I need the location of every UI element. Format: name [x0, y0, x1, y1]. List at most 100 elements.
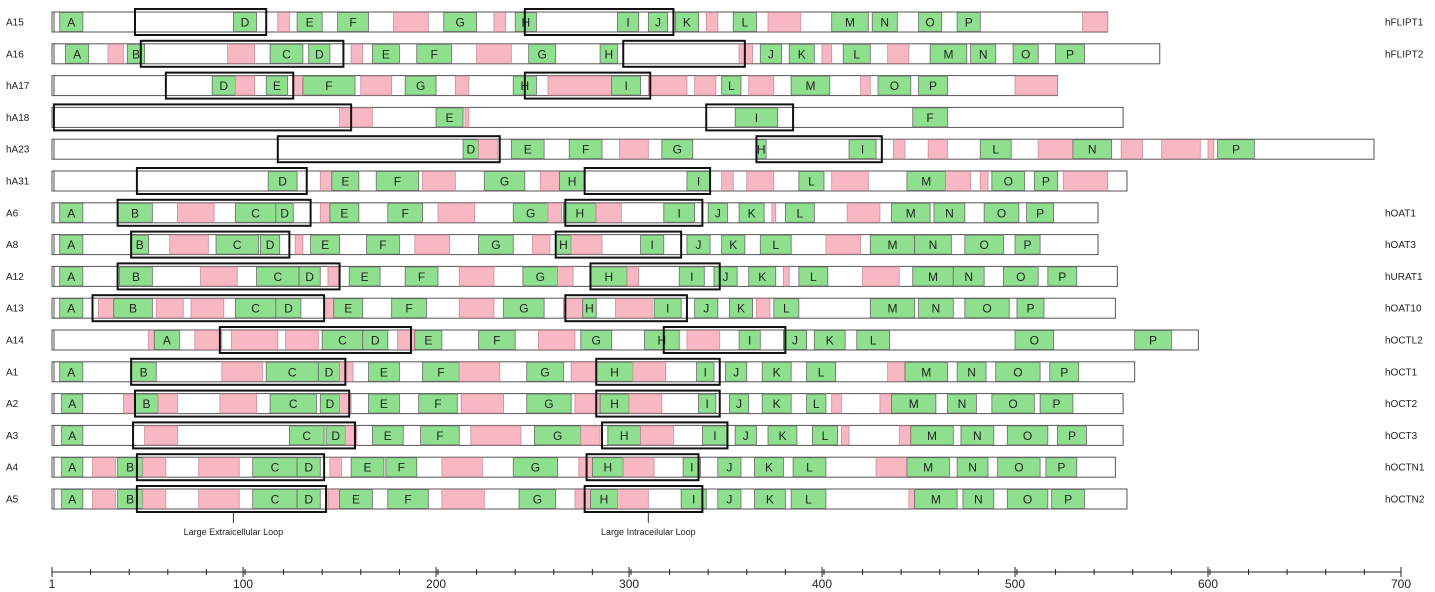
segment-label: G — [531, 461, 540, 475]
row-name: hFLIPT2 — [1385, 49, 1424, 60]
pink-region — [595, 202, 622, 223]
pink-region — [831, 171, 869, 191]
transmembrane-segment — [582, 298, 597, 319]
row-name: hOCT2 — [1385, 399, 1418, 410]
transmembrane-segment — [59, 234, 84, 255]
segment-label: B — [129, 302, 137, 316]
pink-region — [580, 425, 601, 446]
segment-label: P — [1042, 175, 1050, 189]
transmembrane-segment — [265, 75, 288, 96]
axis-tick-label: 300 — [619, 577, 639, 591]
transmembrane-segment — [991, 393, 1035, 414]
segment-label: I — [692, 493, 695, 507]
pink-region — [339, 107, 373, 128]
segment-label: I — [713, 429, 716, 443]
segment-label: P — [1058, 270, 1066, 284]
transmembrane-segment — [61, 425, 84, 446]
row-label: A3 — [6, 431, 19, 442]
pink-region — [277, 12, 290, 32]
transmembrane-segment — [964, 234, 1004, 255]
segment-label: C — [338, 334, 347, 348]
pink-region — [831, 393, 842, 414]
transmembrane-segment — [910, 425, 954, 446]
segment-label: P — [1149, 334, 1157, 348]
transmembrane-segment — [906, 457, 950, 478]
transmembrane-segment — [979, 139, 1012, 160]
segment-label: D — [325, 365, 334, 379]
transmembrane-segment — [674, 12, 699, 32]
transmembrane-segment — [871, 12, 898, 32]
sequence-bar — [51, 106, 1124, 128]
segment-label: K — [773, 397, 781, 411]
transmembrane-segment — [61, 457, 84, 478]
transmembrane-segment — [1051, 489, 1085, 509]
transmembrane-segment — [611, 75, 642, 96]
segment-label: C — [251, 206, 260, 220]
segment-label: A — [67, 206, 75, 220]
pink-region — [617, 489, 649, 509]
segment-label: L — [783, 302, 790, 316]
row-name: hOAT3 — [1385, 240, 1416, 251]
pink-region — [200, 266, 238, 287]
segment-label: P — [1060, 365, 1068, 379]
segment-label: M — [928, 270, 938, 284]
transmembrane-segment — [333, 298, 364, 319]
transmembrane-segment — [391, 298, 427, 319]
transmembrane-segment — [991, 171, 1026, 191]
segment-label: O — [982, 302, 991, 316]
pink-region — [628, 393, 663, 414]
segment-label: M — [887, 238, 897, 252]
row-label: A8 — [6, 240, 19, 251]
segment-label: D — [266, 238, 275, 252]
segment-label: D — [219, 79, 228, 93]
segment-label: E — [361, 270, 369, 284]
pink-region — [618, 139, 649, 160]
transmembrane-segment — [754, 489, 786, 509]
segment-label: I — [666, 302, 669, 316]
row-label: A16 — [6, 49, 24, 60]
transmembrane-segment — [773, 298, 800, 319]
pink-region — [219, 393, 257, 414]
pink-region — [570, 234, 603, 255]
segment-label: C — [288, 365, 297, 379]
transmembrane-segment — [682, 457, 701, 478]
transmembrane-segment — [404, 75, 437, 96]
transmembrane-segment — [1014, 234, 1041, 255]
pink-region — [767, 12, 802, 32]
segment-label: H — [585, 302, 594, 316]
segment-label: F — [418, 270, 425, 284]
transmembrane-segment — [1033, 171, 1058, 191]
transmembrane-segment — [707, 202, 728, 223]
pink-region — [231, 330, 279, 350]
transmembrane-segment — [933, 202, 966, 223]
segment-label: G — [519, 302, 528, 316]
annotation-label: Large Intraceilular Loop — [601, 527, 696, 537]
pink-region — [557, 266, 574, 287]
transmembrane-segment — [997, 457, 1041, 478]
segment-label: F — [436, 429, 443, 443]
axis-tick-label: 500 — [1005, 577, 1025, 591]
transmembrane-segment — [831, 12, 869, 32]
transmembrane-segment — [1045, 457, 1078, 478]
transmembrane-segment — [947, 393, 977, 414]
transmembrane-segment — [404, 266, 439, 287]
transmembrane-segment — [732, 12, 757, 32]
segment-label: I — [706, 397, 709, 411]
segment-label: K — [773, 365, 781, 379]
transmembrane-segment — [717, 489, 742, 509]
transmembrane-segment — [790, 489, 827, 509]
loop-box — [705, 103, 795, 132]
segment-label: L — [992, 143, 999, 157]
pink-region — [142, 457, 167, 478]
segment-label: I — [861, 143, 864, 157]
transmembrane-segment — [526, 393, 572, 414]
transmembrane-segment — [518, 489, 557, 509]
loop-box — [554, 230, 683, 259]
transmembrane-segment — [694, 298, 719, 319]
pink-region — [705, 12, 719, 32]
segment-label: E — [306, 16, 314, 30]
pink-region — [1082, 12, 1109, 32]
segment-label: P — [1064, 493, 1072, 507]
transmembrane-segment — [416, 43, 452, 64]
transmembrane-segment — [759, 43, 782, 64]
